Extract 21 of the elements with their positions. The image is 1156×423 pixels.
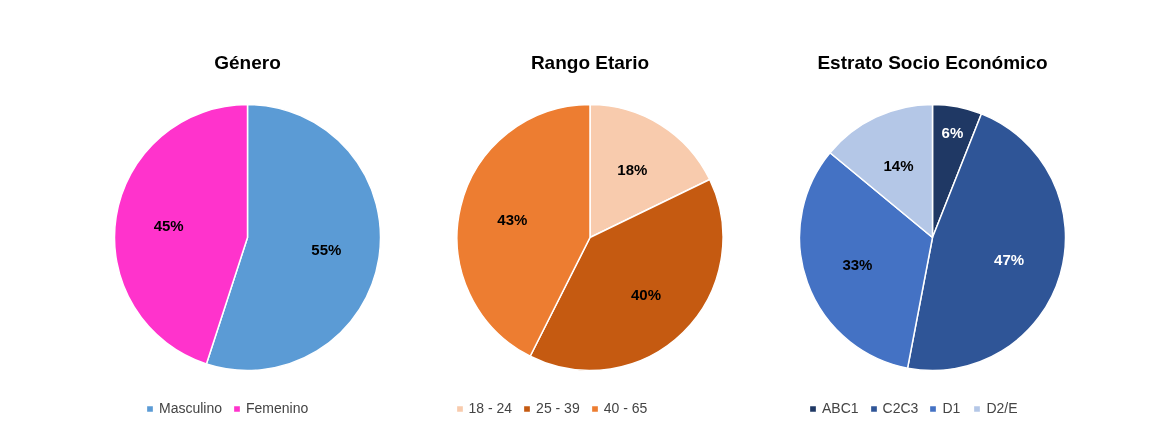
data-label: 55% — [311, 241, 342, 259]
legend-label: D1 — [942, 400, 962, 416]
data-label: 40% — [630, 285, 662, 303]
data-label: 33% — [842, 256, 873, 274]
chart-title: Estrato Socio Económico — [817, 52, 1048, 73]
data-label: 18% — [617, 161, 648, 179]
legend-label: D2/E — [986, 400, 1018, 416]
data-label: 14% — [883, 156, 914, 174]
data-label: 6% — [941, 124, 964, 142]
legend-label: 18 - 24 — [468, 400, 513, 416]
legend-label: Femenino — [246, 400, 309, 416]
legend-label: 25 - 39 — [536, 400, 580, 416]
legend-label: Masculino — [159, 400, 223, 416]
data-label: 47% — [994, 251, 1025, 269]
data-label: 45% — [153, 216, 184, 234]
legend-label: ABC1 — [822, 400, 859, 416]
chart-title: Rango Etario — [530, 52, 650, 73]
legend-label: C2C3 — [882, 400, 919, 416]
data-label: 43% — [497, 210, 528, 228]
chart-title: Género — [214, 52, 281, 73]
legend-label: 40 - 65 — [603, 400, 648, 416]
